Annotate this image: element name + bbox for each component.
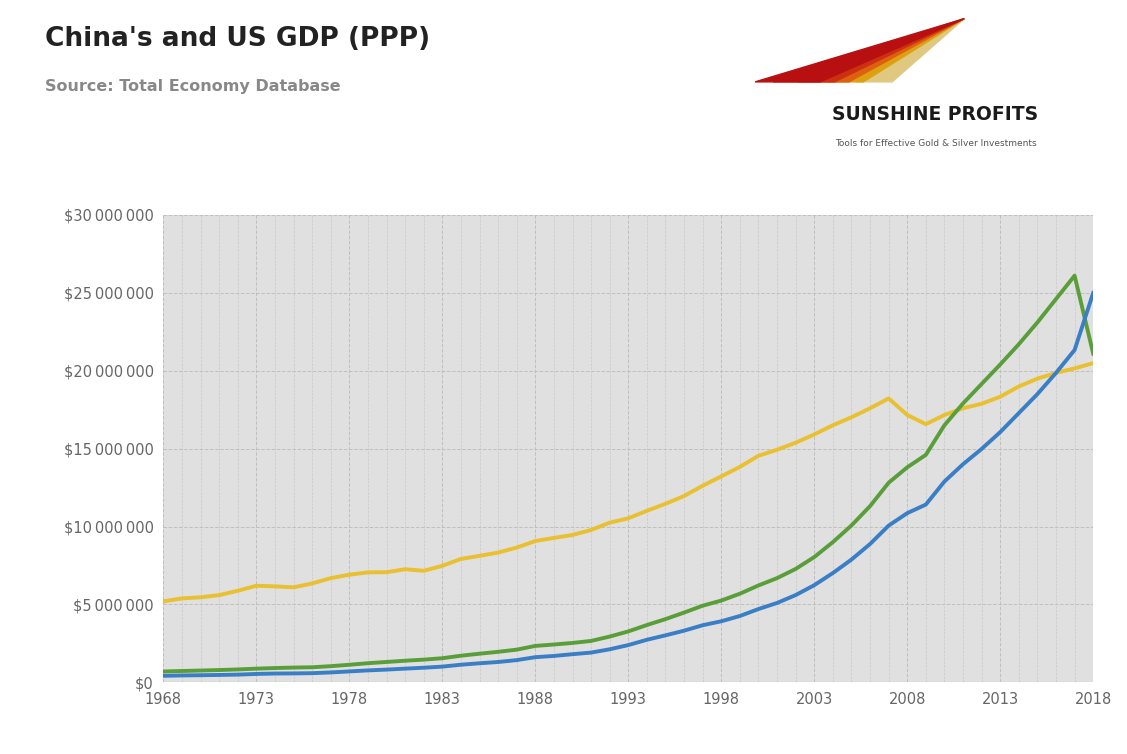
Polygon shape bbox=[857, 19, 965, 82]
Polygon shape bbox=[755, 19, 965, 82]
Polygon shape bbox=[798, 19, 965, 82]
Polygon shape bbox=[773, 19, 965, 82]
Text: Tools for Effective Gold & Silver Investments: Tools for Effective Gold & Silver Invest… bbox=[835, 139, 1036, 148]
Text: SUNSHINE PROFITS: SUNSHINE PROFITS bbox=[833, 105, 1038, 124]
Polygon shape bbox=[827, 19, 965, 82]
Text: Source: Total Economy Database: Source: Total Economy Database bbox=[45, 79, 340, 94]
Text: China's and US GDP (PPP): China's and US GDP (PPP) bbox=[45, 26, 431, 52]
